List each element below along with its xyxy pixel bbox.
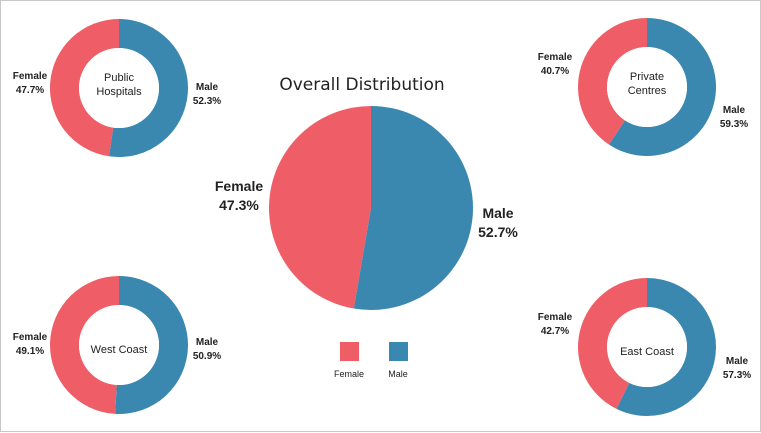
overall-female-value: 47.3% [219, 197, 259, 213]
west-slice-male [115, 276, 188, 414]
private-center-label: Centres [628, 85, 667, 97]
east-donut-hole [607, 307, 687, 387]
overall-title: Overall Distribution [279, 75, 444, 95]
private-slice-female [578, 17, 647, 145]
east-female-value: 42.7% [541, 326, 569, 337]
labels-layer: Overall Distribution Female 47.3% Male 52.7%… [13, 52, 752, 381]
overall-slice-male [353, 106, 474, 310]
east-female-label: Female [538, 312, 573, 323]
east-male-label: Male [726, 356, 749, 367]
east-center-label: East Coast [620, 346, 674, 358]
legend-label-male: Male [388, 369, 408, 379]
private-male-label: Male [723, 105, 746, 116]
public-slice-male [109, 19, 189, 157]
west-slice-female [49, 276, 119, 414]
legend-swatch-male [389, 342, 408, 361]
overall-slice-female [269, 106, 371, 309]
east-slice-male [616, 278, 717, 417]
west-male-label: Male [196, 337, 219, 348]
west-male-value: 50.9% [193, 351, 221, 362]
public-center-label: Hospitals [96, 86, 142, 98]
west-donut-hole [79, 305, 159, 385]
west-female-label: Female [13, 332, 48, 343]
public-female-value: 47.7% [16, 85, 44, 96]
west-female-value: 49.1% [16, 346, 44, 357]
public-female-label: Female [13, 71, 48, 82]
private-female-label: Female [538, 52, 573, 63]
legend: Female Male [334, 342, 408, 379]
overall-female-label: Female [215, 178, 263, 194]
legend-label-female: Female [334, 369, 364, 379]
public-slice-female [49, 19, 119, 157]
east-male-value: 57.3% [723, 370, 751, 381]
west-center-label: West Coast [91, 344, 148, 356]
legend-swatch-female [340, 342, 359, 361]
private-donut-hole [607, 47, 687, 127]
public-male-label: Male [196, 82, 219, 93]
private-slice-male [608, 18, 717, 156]
private-male-value: 59.3% [720, 119, 748, 130]
public-center-label: Public [104, 72, 134, 84]
east-slice-female [578, 278, 647, 409]
public-donut-hole [79, 48, 159, 128]
private-center-label: Private [630, 71, 664, 83]
overall-male-label: Male [482, 205, 513, 221]
public-male-value: 52.3% [193, 96, 221, 107]
slices-layer [49, 17, 717, 417]
private-female-value: 40.7% [541, 66, 569, 77]
overall-male-value: 52.7% [478, 224, 518, 240]
